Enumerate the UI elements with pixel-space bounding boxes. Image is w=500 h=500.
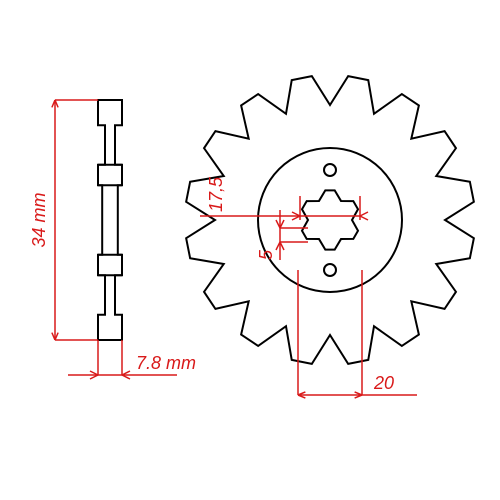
front-view <box>186 76 474 364</box>
dim-spline-edge-label: 5 <box>256 249 276 260</box>
dim-bolt-circle-label: 20 <box>373 373 394 393</box>
drawing-svg: 34 mm 7.8 mm 17,5 5 20 <box>0 0 500 500</box>
dim-tooth-width-label: 7.8 mm <box>136 353 196 373</box>
side-view <box>98 100 122 340</box>
dim-spline-dia-label: 17,5 <box>206 176 226 212</box>
dim-height-label: 34 mm <box>29 192 49 247</box>
dim-height: 34 mm <box>29 100 98 340</box>
drawing-container: 34 mm 7.8 mm 17,5 5 20 <box>0 0 500 500</box>
dim-tooth-width: 7.8 mm <box>68 340 196 379</box>
